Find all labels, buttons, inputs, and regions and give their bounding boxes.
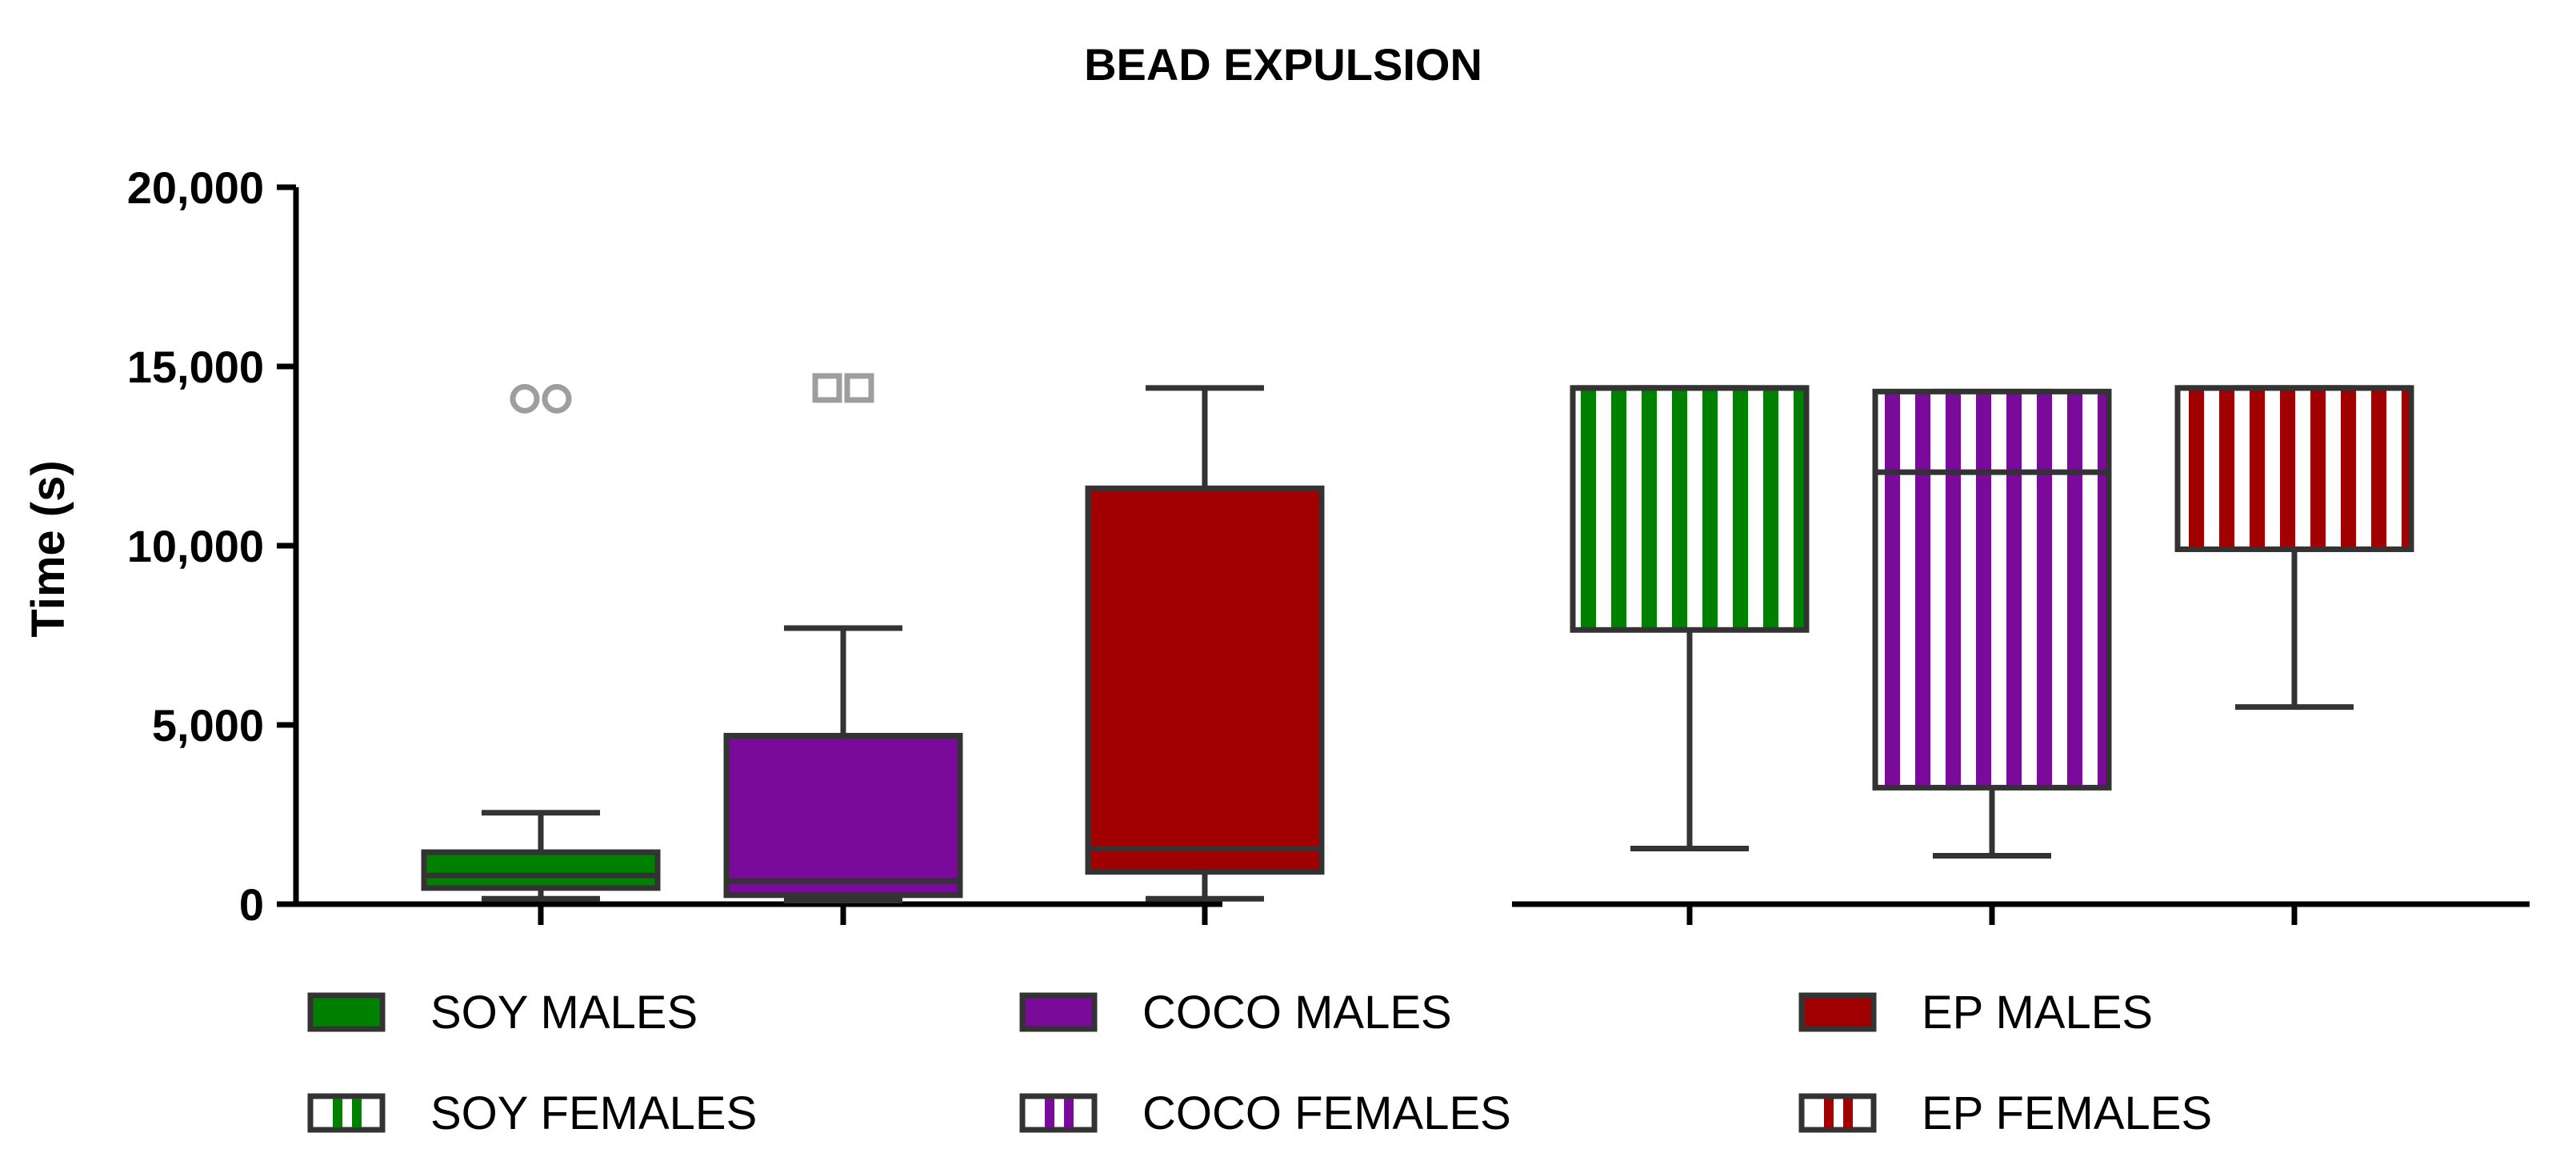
legend-entry-coco-females: COCO FEMALES — [1019, 1087, 1511, 1139]
legend-swatch — [307, 992, 386, 1032]
y-tick-label: 10,000 — [127, 521, 264, 571]
y-tick-label: 15,000 — [127, 342, 264, 392]
legend-swatch — [1019, 1093, 1098, 1133]
box-coco-males — [723, 373, 963, 904]
outlier-point — [510, 383, 540, 414]
iqr-box — [2174, 385, 2414, 552]
y-tick-label: 20,000 — [127, 162, 264, 213]
y-axis-label: Time (s) — [22, 460, 74, 637]
legend-entry-ep-females: EP FEMALES — [1798, 1087, 2212, 1139]
legend-entry-coco-males: COCO MALES — [1019, 987, 1452, 1039]
legend-label: EP FEMALES — [1922, 1087, 2212, 1139]
outlier-point — [844, 373, 874, 403]
y-tick-label: 5,000 — [152, 700, 264, 751]
legend-swatch — [307, 1093, 386, 1133]
legend: SOY MALES COCO MALES EP MALES SOY FEMALES CO… — [307, 987, 2212, 1139]
legend-entry-ep-males: EP MALES — [1798, 987, 2153, 1039]
iqr-box — [1872, 388, 2112, 791]
legend-entry-soy-females: SOY FEMALES — [307, 1087, 757, 1139]
legend-swatch — [1798, 1093, 1877, 1133]
legend-label: COCO MALES — [1142, 987, 1452, 1039]
legend-label: SOY MALES — [430, 987, 698, 1039]
legend-swatch-stripe — [1843, 1099, 1853, 1127]
legend-swatch — [1019, 992, 1098, 1032]
chart-title: BEAD EXPULSION — [1084, 39, 1482, 90]
axes: 0 5,000 10,000 15,000 20,000 — [127, 162, 2530, 930]
legend-swatch-stripe — [1824, 1099, 1834, 1127]
outlier-point — [542, 383, 572, 414]
legend-label: SOY FEMALES — [430, 1087, 757, 1139]
y-tick-label: 0 — [239, 879, 264, 930]
box-soy-males — [421, 383, 661, 902]
box-coco-females — [1872, 388, 2112, 859]
legend-swatch-stripe — [1045, 1099, 1054, 1127]
iqr-box — [723, 732, 963, 899]
legend-label: EP MALES — [1922, 987, 2153, 1039]
box-soy-females — [1570, 385, 1810, 852]
box-plots — [421, 373, 2414, 904]
legend-swatch-stripe — [352, 1099, 362, 1127]
legend-label: COCO FEMALES — [1142, 1087, 1511, 1139]
legend-swatch — [1798, 992, 1877, 1032]
iqr-box — [1085, 485, 1325, 875]
iqr-box — [1570, 385, 1810, 633]
legend-swatch-stripe — [1064, 1099, 1074, 1127]
iqr-box — [421, 849, 661, 891]
box-ep-females — [2174, 385, 2414, 711]
legend-swatch-stripe — [333, 1099, 342, 1127]
box-ep-males — [1085, 385, 1325, 902]
outlier-point — [812, 373, 842, 403]
legend-entry-soy-males: SOY MALES — [307, 987, 698, 1039]
